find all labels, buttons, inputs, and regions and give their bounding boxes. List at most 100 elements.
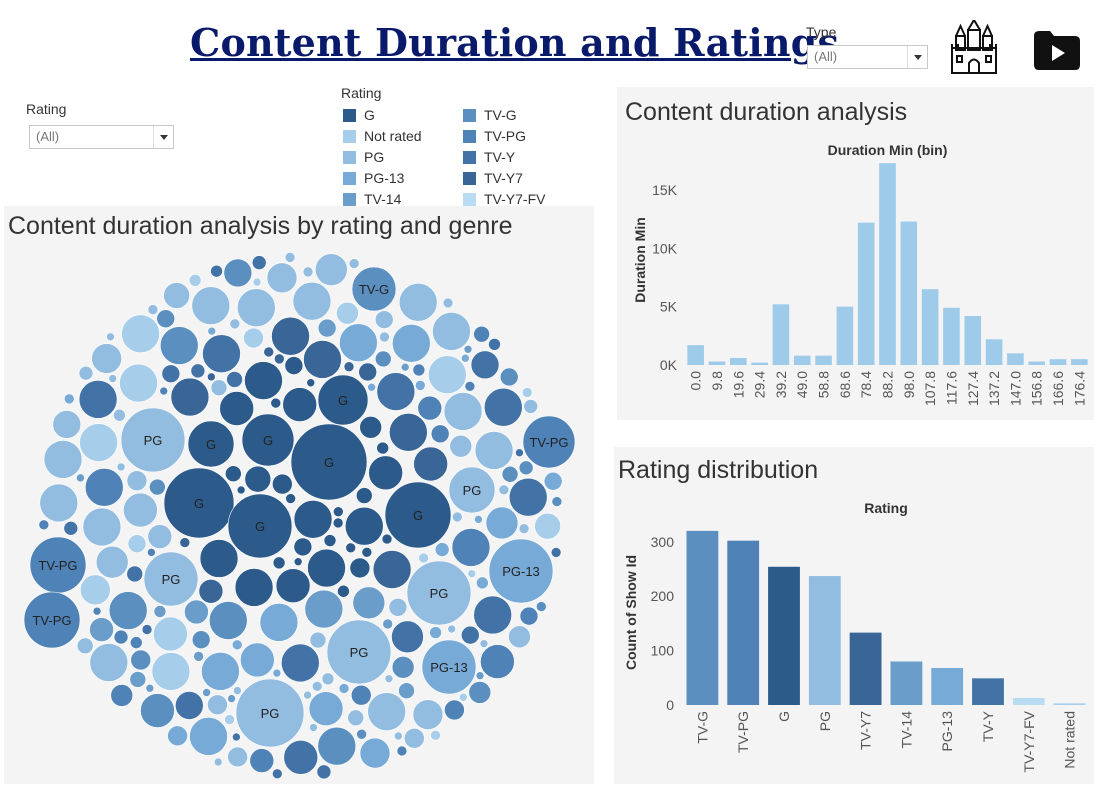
bubble[interactable] — [188, 273, 202, 287]
bubble[interactable] — [473, 325, 490, 343]
bubble[interactable] — [84, 468, 124, 507]
chevron-down-icon[interactable] — [153, 126, 173, 148]
bubble[interactable] — [379, 331, 390, 343]
bubble[interactable] — [232, 732, 241, 742]
bubble[interactable] — [358, 362, 377, 382]
bubble[interactable] — [406, 560, 472, 626]
bubble[interactable] — [368, 455, 403, 491]
bubble[interactable] — [207, 694, 228, 716]
bar[interactable] — [1049, 359, 1067, 365]
bubble[interactable] — [63, 393, 75, 405]
bubble[interactable] — [467, 569, 477, 578]
bubble[interactable] — [384, 674, 394, 683]
bubble[interactable] — [140, 693, 175, 728]
bubble[interactable] — [459, 692, 468, 702]
bubble[interactable] — [518, 523, 530, 535]
bubble[interactable] — [153, 616, 188, 652]
bar[interactable] — [964, 316, 982, 365]
bubble[interactable] — [317, 726, 357, 766]
bubble[interactable] — [488, 338, 501, 351]
bar[interactable] — [849, 632, 882, 705]
bubble[interactable] — [522, 415, 576, 469]
bar[interactable] — [943, 307, 960, 365]
bubble[interactable] — [311, 680, 323, 692]
bar[interactable] — [985, 339, 1003, 365]
bar[interactable] — [1028, 361, 1046, 366]
bubble[interactable] — [199, 539, 239, 578]
bubble[interactable] — [259, 603, 299, 642]
bubble[interactable] — [145, 683, 155, 693]
bubble[interactable] — [143, 551, 199, 607]
bubble[interactable] — [39, 483, 79, 523]
bubble[interactable] — [473, 595, 512, 635]
bubble[interactable] — [78, 380, 118, 419]
bar[interactable] — [921, 289, 939, 365]
bubble[interactable] — [429, 626, 442, 639]
bubble[interactable] — [461, 625, 480, 645]
bubble[interactable] — [332, 517, 344, 529]
bubble[interactable] — [543, 471, 563, 491]
bubble[interactable] — [374, 350, 392, 368]
bubble[interactable] — [476, 576, 489, 590]
bubble[interactable] — [95, 545, 129, 579]
bubble[interactable] — [337, 584, 350, 598]
bubble[interactable] — [244, 361, 283, 400]
bubble[interactable] — [315, 253, 348, 286]
bubble[interactable] — [474, 431, 514, 470]
bubble[interactable] — [308, 691, 344, 727]
bar[interactable] — [686, 530, 719, 705]
bubble[interactable] — [129, 671, 147, 688]
legend-item[interactable]: G — [343, 107, 375, 123]
bubble[interactable] — [225, 465, 242, 483]
bubble[interactable] — [231, 639, 243, 651]
chevron-down-icon[interactable] — [907, 46, 927, 68]
bubble[interactable] — [147, 524, 173, 549]
bubble[interactable] — [123, 492, 158, 528]
bar[interactable] — [808, 576, 841, 705]
bubble[interactable] — [127, 534, 147, 554]
bubble[interactable] — [430, 729, 441, 741]
bubble[interactable] — [352, 586, 386, 620]
bubble[interactable] — [79, 574, 111, 606]
bubble[interactable] — [400, 362, 410, 372]
bubble[interactable] — [356, 728, 367, 740]
bubble[interactable] — [451, 528, 491, 567]
bubble[interactable] — [82, 507, 122, 547]
bubble[interactable] — [191, 286, 231, 325]
bubble[interactable] — [309, 631, 327, 649]
bubble[interactable] — [551, 496, 563, 507]
bubble[interactable] — [508, 625, 531, 649]
legend-item[interactable]: TV-PG — [463, 128, 526, 144]
bubble[interactable] — [233, 686, 242, 695]
bubble[interactable] — [38, 519, 50, 531]
bubble[interactable] — [89, 643, 129, 682]
bubble[interactable] — [283, 740, 319, 775]
bubble[interactable] — [272, 668, 282, 678]
bubble[interactable] — [293, 557, 303, 567]
bubble[interactable] — [293, 499, 333, 539]
bubble[interactable] — [372, 550, 412, 589]
bubble[interactable] — [282, 387, 318, 422]
bubble[interactable] — [227, 746, 248, 768]
bubble[interactable] — [76, 637, 94, 655]
bar[interactable] — [687, 345, 704, 365]
bubble[interactable] — [391, 620, 424, 654]
bubble[interactable] — [392, 324, 431, 363]
bubble[interactable] — [421, 639, 477, 695]
bubble[interactable] — [303, 340, 342, 379]
bubble[interactable] — [23, 591, 81, 649]
bubble[interactable] — [167, 725, 188, 747]
bubble[interactable] — [113, 629, 129, 645]
bubble[interactable] — [448, 466, 496, 514]
bubble[interactable] — [175, 691, 204, 720]
bubble[interactable] — [449, 434, 473, 458]
bubble[interactable] — [306, 378, 316, 388]
bubble[interactable] — [384, 481, 452, 549]
bubble[interactable] — [202, 334, 241, 373]
bubble[interactable] — [444, 699, 465, 721]
bubble[interactable] — [374, 310, 394, 329]
bubble[interactable] — [251, 255, 267, 270]
bar[interactable] — [1012, 697, 1045, 705]
bubble[interactable] — [355, 487, 373, 504]
bubble[interactable] — [198, 578, 224, 604]
